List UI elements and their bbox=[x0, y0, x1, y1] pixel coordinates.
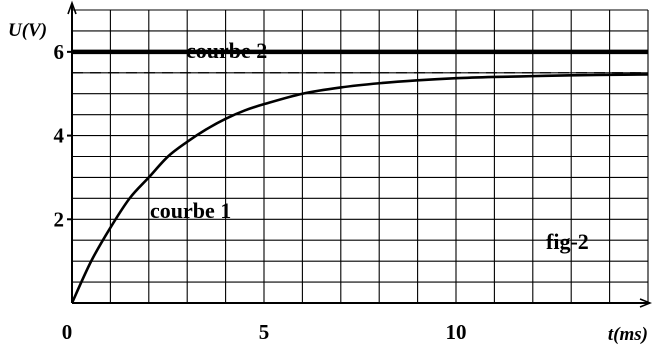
y-tick-label: 4 bbox=[54, 124, 65, 148]
figure-label: fig-2 bbox=[546, 229, 589, 254]
series-courbe-2-label: courbe 2 bbox=[186, 38, 267, 63]
series-courbe-1-label: courbe 1 bbox=[150, 198, 231, 223]
x-tick-label: 5 bbox=[259, 320, 270, 344]
x-tick-label: 10 bbox=[446, 320, 467, 344]
x-tick-label: 0 bbox=[62, 320, 73, 344]
x-axis-arrow bbox=[639, 298, 652, 308]
y-axis-label: U(V) bbox=[8, 20, 47, 41]
y-tick-label: 2 bbox=[54, 207, 65, 231]
y-axis-arrow bbox=[67, 0, 77, 15]
series-courbe-1-line bbox=[70, 73, 649, 304]
x-axis-label: t(ms) bbox=[608, 324, 648, 345]
grid bbox=[72, 9, 649, 303]
tick-labels: 0 5 10 2 4 6 bbox=[54, 40, 467, 344]
y-tick-label: 6 bbox=[54, 40, 65, 64]
